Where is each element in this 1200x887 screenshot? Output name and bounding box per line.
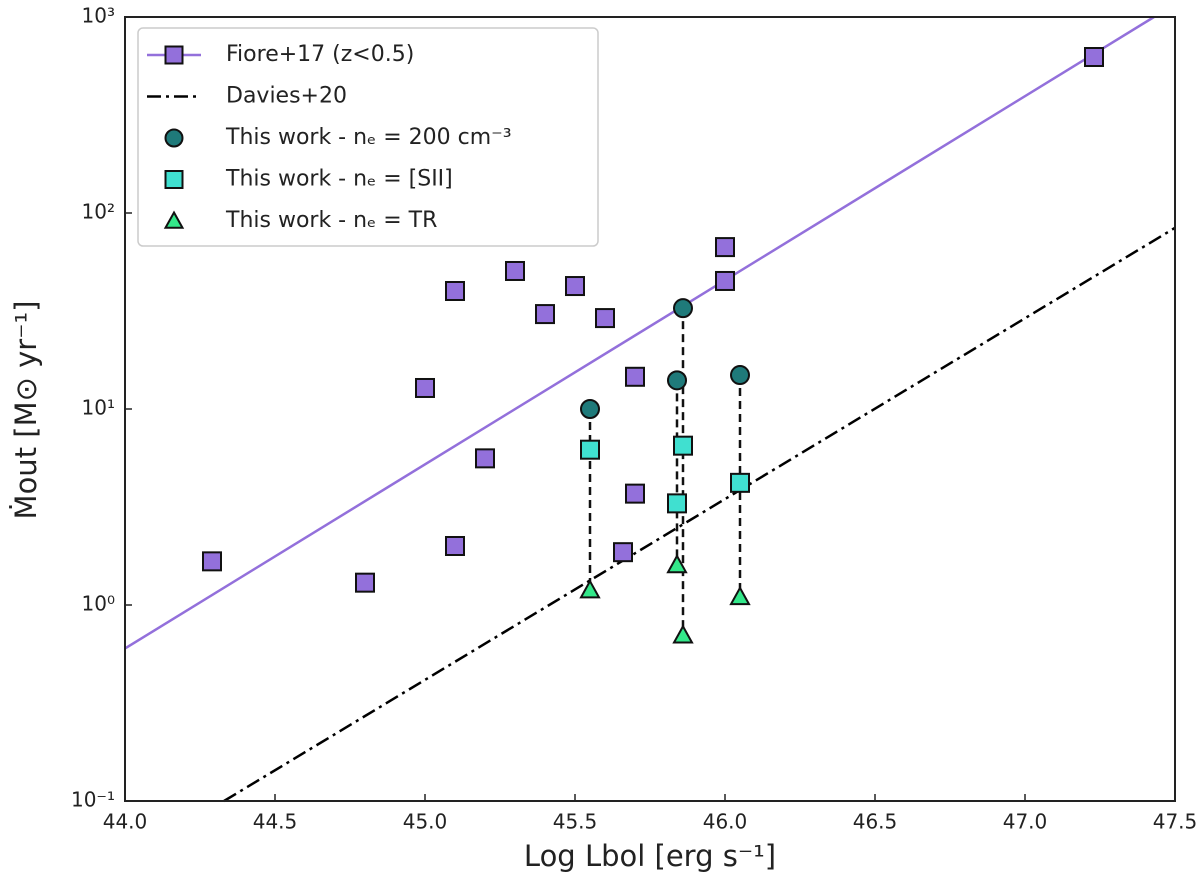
square-marker [475, 448, 495, 469]
circle-marker [164, 128, 184, 148]
triangle-marker [163, 210, 185, 229]
square-marker [580, 439, 600, 460]
x-axis-label: Log Lbol [erg s⁻¹] [524, 839, 776, 873]
relation-line [223, 226, 1176, 803]
square-marker [625, 483, 645, 504]
triangle-marker [672, 624, 694, 644]
y-axis-label: Ṁout [M⊙ yr⁻¹] [9, 301, 43, 520]
square-marker [730, 472, 750, 493]
triangle-marker [579, 579, 601, 599]
circle-marker [667, 370, 687, 391]
x-tick-label: 45.5 [553, 810, 598, 834]
square-marker [613, 542, 633, 563]
square-marker [715, 237, 735, 258]
legend-label: Fiore+17 (z<0.5) [226, 42, 414, 67]
square-marker [595, 308, 615, 329]
x-tick-label: 44.5 [253, 810, 298, 834]
triangle-marker [729, 585, 751, 606]
square-marker [625, 366, 645, 387]
square-marker [164, 45, 184, 65]
square-marker [715, 270, 735, 291]
legend: Fiore+17 (z<0.5) Davies+20 This work - nₑ … [137, 27, 599, 247]
square-marker [415, 377, 435, 398]
circle-marker [580, 399, 600, 419]
x-tick-label: 47.0 [1003, 810, 1048, 834]
y-tick-label: 10³ [82, 4, 115, 28]
x-tick-label: 46.0 [703, 810, 748, 834]
square-marker [505, 260, 525, 281]
square-marker [164, 170, 184, 189]
square-marker [355, 572, 375, 593]
square-marker [1084, 47, 1104, 68]
y-tick-label: 10² [82, 200, 115, 224]
plot-frame [124, 16, 1176, 802]
square-marker [667, 493, 687, 514]
circle-marker [730, 365, 750, 386]
fit-line [124, 15, 1155, 650]
x-tick-label: 45.0 [403, 810, 448, 834]
x-tick-label: 44.0 [103, 810, 148, 834]
y-tick-label: 10⁻¹ [71, 788, 115, 812]
y-tick-label: 10¹ [82, 396, 115, 420]
circle-marker [673, 298, 693, 319]
x-tick-label: 46.5 [853, 810, 898, 834]
triangle-marker [666, 553, 688, 574]
square-marker [535, 304, 555, 325]
legend-box [137, 27, 599, 247]
y-tick-label: 10⁰ [82, 592, 115, 616]
square-marker [673, 435, 693, 456]
square-marker [445, 280, 465, 301]
square-marker [565, 276, 585, 297]
x-tick-label: 47.5 [1153, 810, 1198, 834]
legend-label: This work - nₑ = 200 cm⁻³ [225, 125, 512, 150]
legend-label: Davies+20 [226, 84, 347, 109]
square-marker [202, 551, 222, 572]
legend-label: This work - nₑ = TR [225, 208, 437, 233]
legend-label: This work - nₑ = [SII] [225, 167, 453, 192]
square-marker [445, 535, 465, 556]
